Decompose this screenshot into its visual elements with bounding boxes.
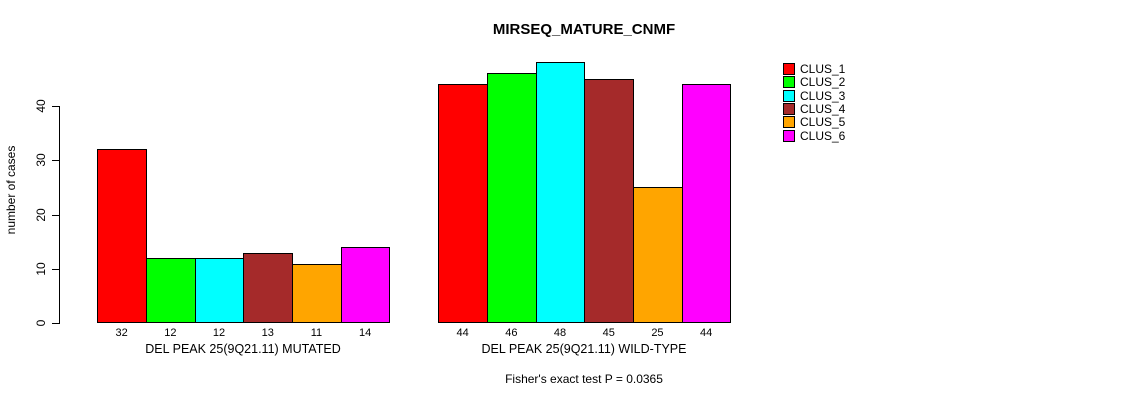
- y-tick: [52, 105, 59, 107]
- legend-item: CLUS_2: [783, 75, 846, 90]
- bar-clus-6-group2: [681, 84, 732, 324]
- y-tick: [52, 268, 59, 270]
- y-tick-label: 0: [34, 319, 48, 327]
- legend-label: CLUS_1: [800, 62, 846, 76]
- bar-value-label: 13: [261, 326, 274, 339]
- fisher-test-annotation: Fisher's exact test P = 0.0365: [505, 372, 663, 386]
- y-axis-line: [59, 105, 60, 325]
- legend-swatch-clus-3: [783, 89, 795, 102]
- legend-swatch-clus-6: [783, 129, 795, 142]
- legend-swatch-clus-1: [783, 63, 795, 75]
- bar-value-label: 48: [553, 326, 567, 339]
- x-axis-group-label-mutated: DEL PEAK 25(9Q21.11) MUTATED: [145, 342, 341, 356]
- legend-item: CLUS_3: [783, 88, 846, 103]
- bar-value-label: 11: [310, 326, 323, 339]
- y-tick: [52, 323, 59, 325]
- bar-value-label: 32: [115, 326, 128, 339]
- bar-clus-1-group2: [438, 84, 488, 324]
- bar-clus-4-group2: [584, 78, 635, 324]
- bar-clus-4-group1: [243, 252, 294, 324]
- bar-value-label: 12: [164, 326, 177, 339]
- legend-label: CLUS_2: [800, 75, 846, 90]
- y-tick: [52, 160, 59, 162]
- y-tick-label: 10: [34, 262, 48, 276]
- bar-clus-3-group2: [535, 62, 586, 324]
- y-tick: [52, 214, 59, 216]
- x-axis-group-label-wild-type: DEL PEAK 25(9Q21.11) WILD-TYPE: [481, 342, 687, 356]
- bar-value-label: 44: [456, 326, 469, 339]
- legend-label: CLUS_4: [800, 101, 846, 116]
- y-axis-label: number of cases: [4, 145, 18, 235]
- legend-item: CLUS_4: [783, 101, 846, 116]
- bar-value-label: 14: [359, 326, 372, 339]
- legend-swatch-clus-2: [783, 76, 795, 89]
- y-tick-label: 40: [34, 99, 48, 113]
- bar-clus-5-group2: [633, 187, 683, 324]
- legend-label: CLUS_6: [800, 128, 846, 143]
- bar-value-label: 46: [505, 326, 518, 339]
- legend-swatch-clus-4: [783, 102, 795, 115]
- bar-clus-1-group1: [97, 149, 147, 324]
- legend-item: CLUS_6: [783, 128, 846, 143]
- bar-clus-2-group2: [487, 73, 537, 324]
- bar-clus-6-group1: [340, 247, 391, 324]
- bar-value-label: 45: [602, 326, 615, 339]
- chart-title: MIRSEQ_MATURE_CNMF: [492, 21, 676, 38]
- y-tick-label: 20: [34, 207, 48, 222]
- y-tick-label: 30: [34, 153, 48, 167]
- legend-label: CLUS_3: [800, 88, 846, 103]
- bar-value-label: 12: [212, 326, 226, 339]
- legend-item: CLUS_5: [783, 115, 846, 130]
- bar-value-label: 25: [651, 326, 664, 339]
- bar-clus-2-group1: [146, 258, 196, 324]
- bar-clus-3-group1: [194, 258, 245, 324]
- legend-swatch-clus-5: [783, 116, 795, 129]
- legend-item: CLUS_1: [783, 63, 845, 75]
- bar-value-label: 44: [700, 326, 713, 339]
- legend-label: CLUS_5: [800, 115, 846, 130]
- bar-clus-5-group1: [292, 263, 342, 324]
